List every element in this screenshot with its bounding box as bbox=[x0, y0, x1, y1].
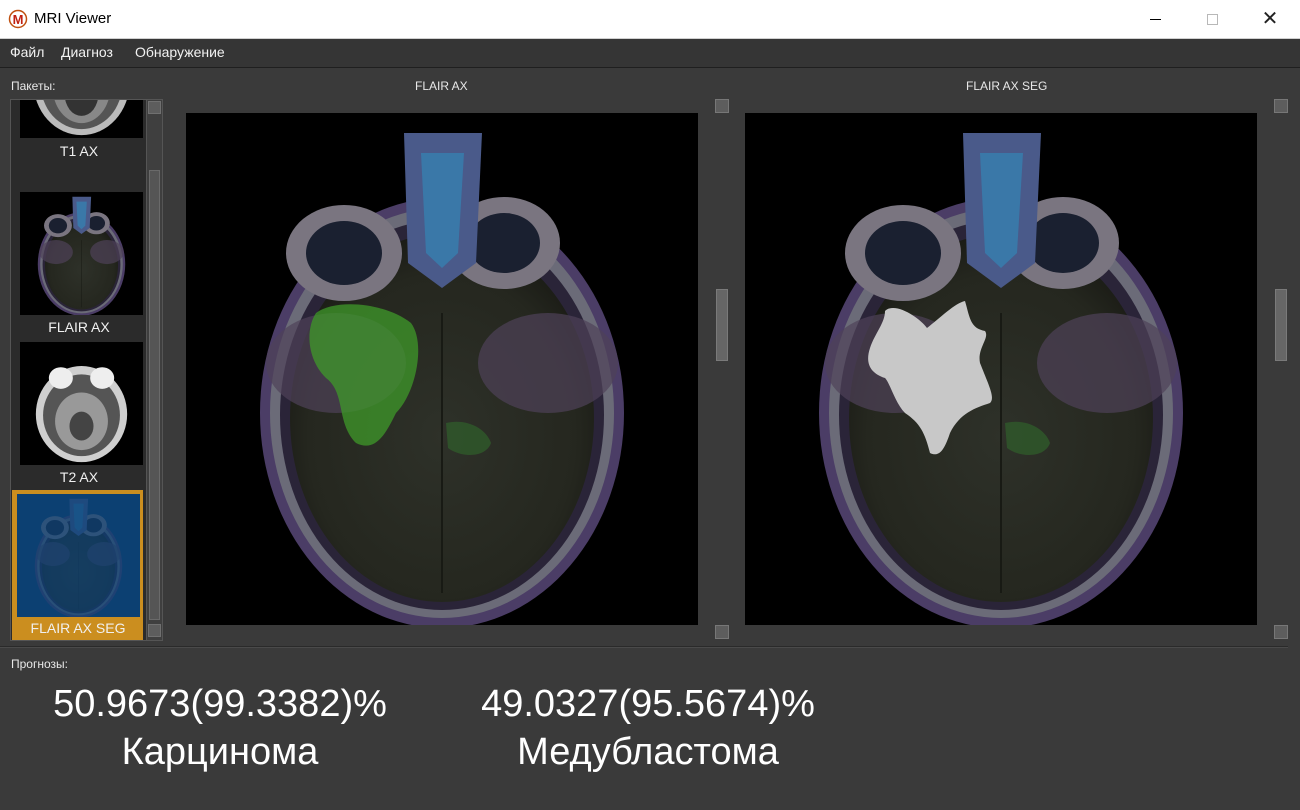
list-item-flair-ax[interactable]: FLAIR AX bbox=[13, 192, 143, 342]
svg-text:M: M bbox=[13, 12, 24, 27]
prediction-carcinoma: 50.9673(99.3382)% Карцинома bbox=[20, 682, 420, 774]
scroll-down-button[interactable] bbox=[1274, 625, 1288, 639]
close-icon: ✕ bbox=[1261, 8, 1279, 30]
app-logo-icon: M bbox=[8, 9, 28, 29]
list-item-t1-ax[interactable]: T1 AX bbox=[13, 100, 143, 165]
list-item-t2-ax[interactable]: T2 AX bbox=[13, 342, 143, 492]
minimize-icon bbox=[1149, 18, 1161, 20]
right-viewer-scrollbar[interactable] bbox=[1273, 99, 1289, 639]
packets-scrollbar[interactable] bbox=[146, 100, 162, 640]
packet-thumbnail bbox=[20, 192, 143, 315]
minimize-button[interactable] bbox=[1126, 0, 1184, 38]
prediction-medulloblastoma: 49.0327(95.5674)% Медубластома bbox=[448, 682, 848, 774]
packets-label: Пакеты: bbox=[11, 79, 56, 93]
left-viewer-title: FLAIR AX bbox=[415, 79, 468, 93]
left-viewer-scrollbar[interactable] bbox=[714, 99, 730, 639]
prediction-name: Карцинома bbox=[121, 731, 319, 773]
mri-segmentation-image bbox=[745, 113, 1257, 625]
prediction-value: 49.0327(95.5674)% bbox=[481, 683, 815, 725]
packet-label: T2 AX bbox=[59, 469, 99, 485]
section-divider bbox=[0, 646, 1288, 647]
scroll-down-button[interactable] bbox=[715, 625, 729, 639]
prediction-value: 50.9673(99.3382)% bbox=[53, 683, 387, 725]
scroll-thumb[interactable] bbox=[1275, 289, 1287, 361]
scroll-down-button[interactable] bbox=[148, 624, 161, 637]
packet-label: T1 AX bbox=[59, 143, 99, 159]
packet-label: FLAIR AX bbox=[48, 319, 110, 335]
packet-thumbnail bbox=[17, 494, 140, 617]
scroll-up-button[interactable] bbox=[715, 99, 729, 113]
packet-label: FLAIR AX SEG bbox=[30, 620, 126, 636]
prediction-name: Медубластома bbox=[517, 731, 779, 773]
menu-diagnosis[interactable]: Диагноз bbox=[61, 44, 113, 60]
maximize-button[interactable] bbox=[1183, 0, 1241, 38]
flair-ax-seg-viewer[interactable] bbox=[745, 113, 1257, 625]
packets-list[interactable]: T1 AX FLAIR AX T2 AX bbox=[10, 99, 163, 641]
right-viewer-title: FLAIR AX SEG bbox=[966, 79, 1048, 93]
menu-file[interactable]: Файл bbox=[10, 44, 45, 60]
scroll-thumb[interactable] bbox=[716, 289, 728, 361]
section-divider-highlight bbox=[0, 647, 1288, 648]
packet-thumbnail bbox=[20, 100, 143, 138]
maximize-icon bbox=[1206, 13, 1218, 25]
title-bar: M MRI Viewer ✕ bbox=[0, 0, 1300, 39]
close-button[interactable]: ✕ bbox=[1241, 0, 1299, 38]
predictions-label: Прогнозы: bbox=[11, 657, 68, 671]
window-title: MRI Viewer bbox=[34, 10, 112, 27]
scroll-thumb[interactable] bbox=[149, 170, 160, 620]
list-item-flair-ax-seg[interactable]: FLAIR AX SEG bbox=[12, 490, 143, 640]
scroll-up-button[interactable] bbox=[148, 101, 161, 114]
flair-ax-viewer[interactable] bbox=[186, 113, 698, 625]
packet-thumbnail bbox=[20, 342, 143, 465]
menu-bar: Файл Диагноз Обнаружение bbox=[0, 39, 1300, 68]
menu-detection[interactable]: Обнаружение bbox=[135, 44, 225, 60]
scroll-up-button[interactable] bbox=[1274, 99, 1288, 113]
mri-image bbox=[186, 113, 698, 625]
